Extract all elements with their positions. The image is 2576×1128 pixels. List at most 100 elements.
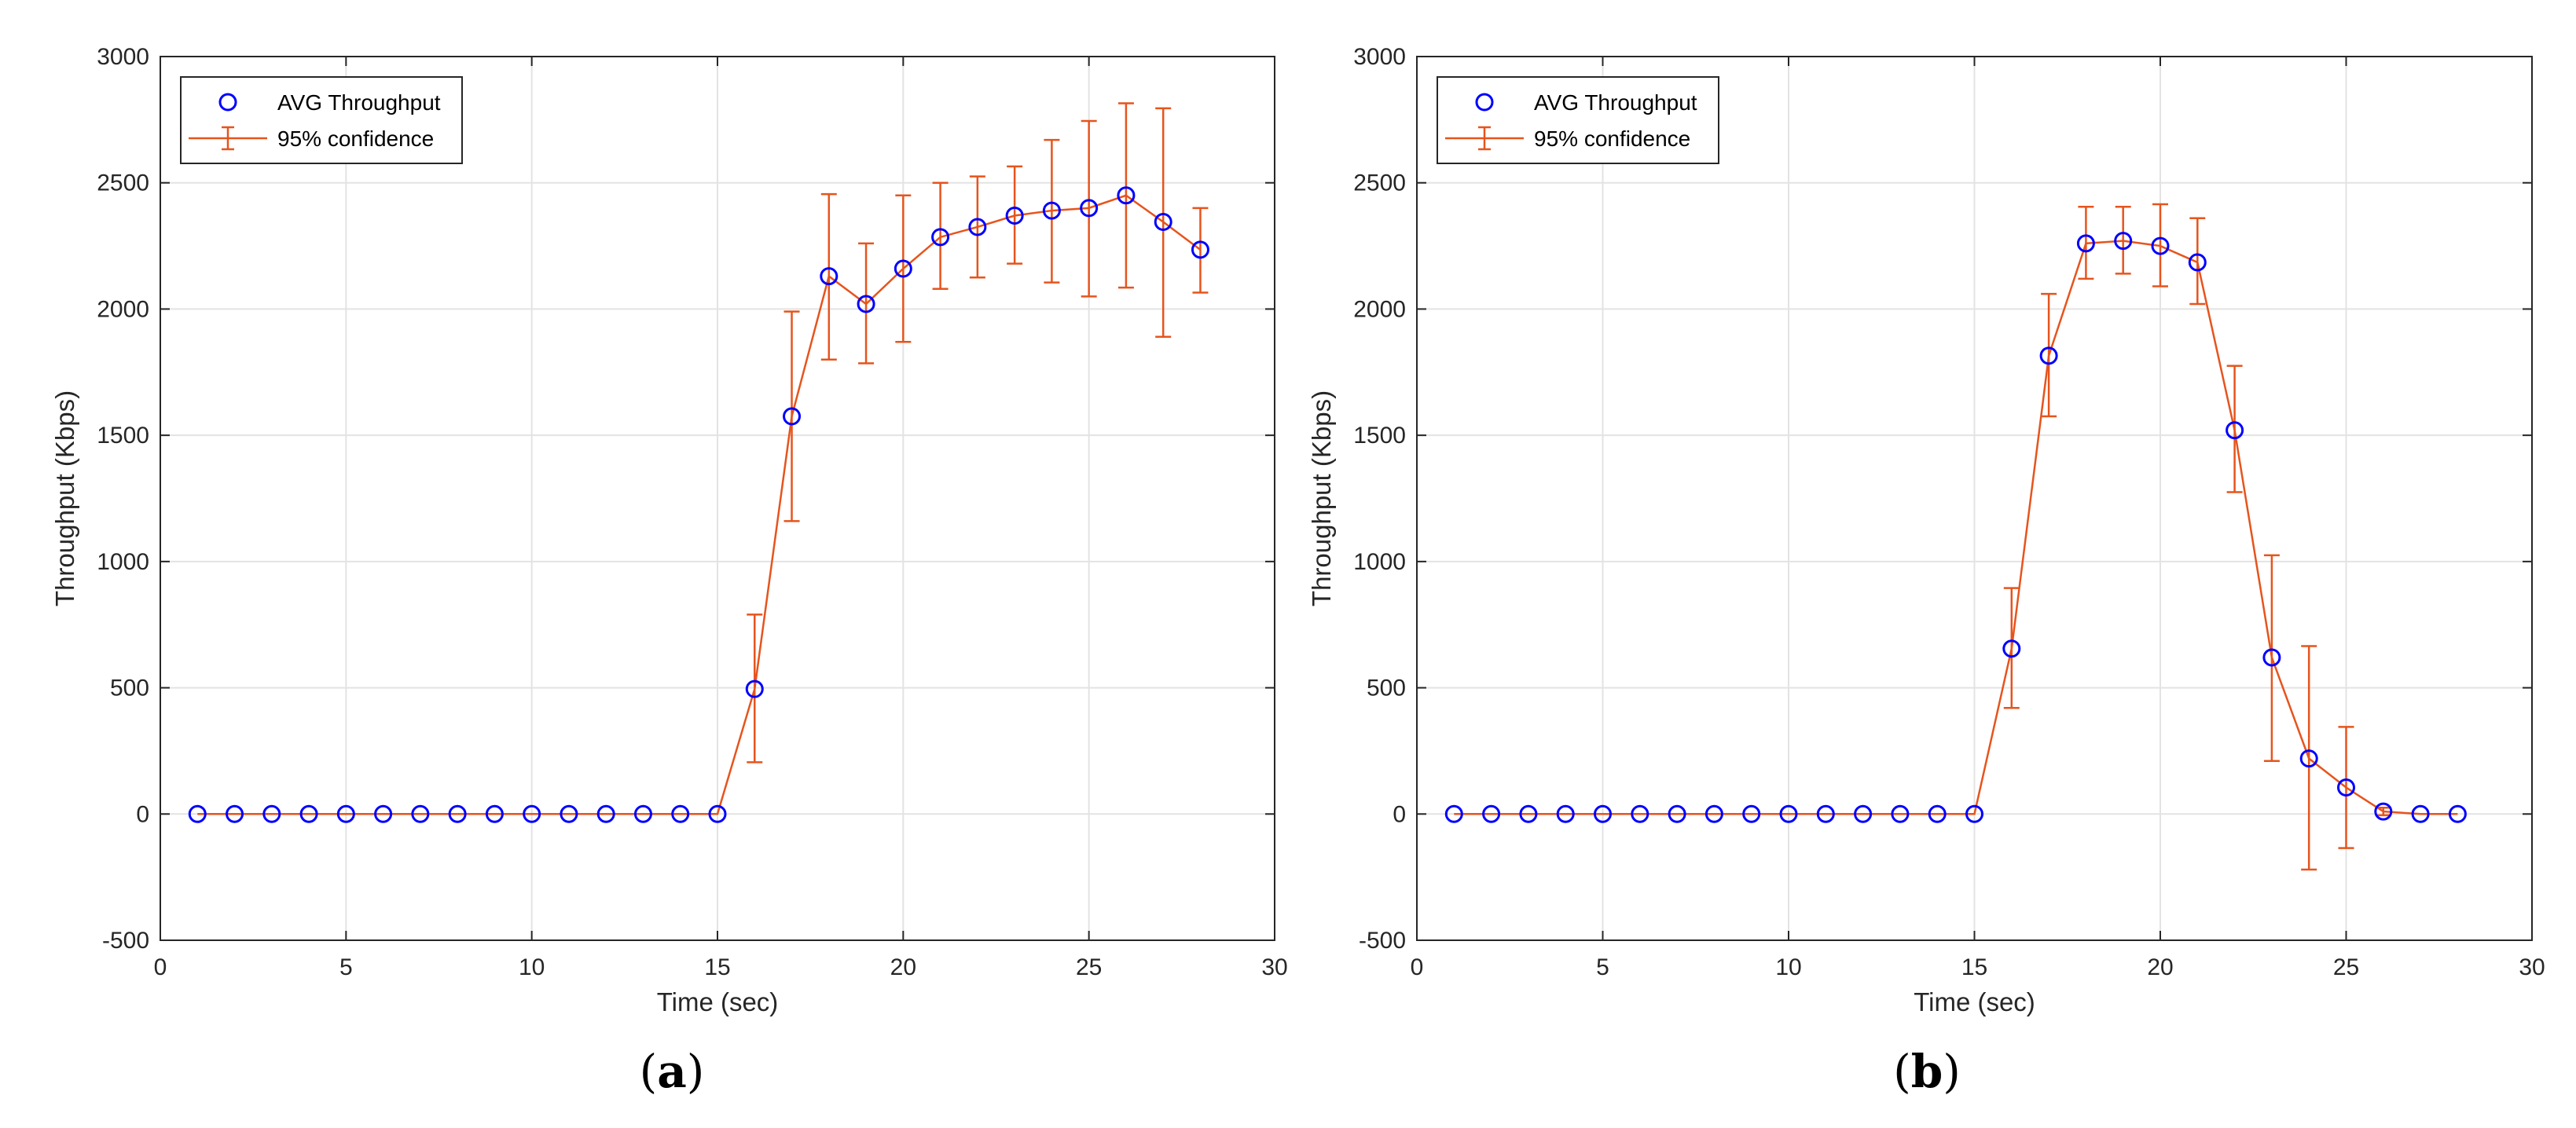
y-tick-label: 2000: [1353, 296, 1406, 322]
legend-marker-icon: [218, 93, 237, 112]
data-point-marker: [2411, 804, 2430, 823]
y-tick-label: 500: [1367, 676, 1406, 701]
x-tick-label: 15: [704, 954, 730, 980]
legend-entry-confidence: 95% confidence: [1534, 126, 1690, 151]
data-point-marker: [336, 804, 355, 823]
error-bar: [820, 192, 837, 361]
error-bar: [1007, 165, 1023, 265]
x-axis-label: Time (sec): [1914, 987, 2035, 1016]
legend: AVG Throughput 95% confidence: [1437, 76, 1719, 164]
data-point-marker: [1482, 804, 1501, 823]
legend-entry-avg-throughput: AVG Throughput: [277, 90, 441, 115]
error-bar: [932, 181, 949, 290]
data-point-marker: [1042, 201, 1061, 220]
data-point-marker: [968, 218, 987, 236]
data-point-marker: [1816, 804, 1835, 823]
data-point-marker: [226, 804, 244, 823]
series-line: [1454, 240, 2458, 815]
error-bar: [858, 242, 875, 364]
legend-marker-icon: [1475, 93, 1494, 112]
error-bar: [747, 613, 763, 764]
data-point-marker: [2114, 232, 2133, 251]
legend-entry-confidence: 95% confidence: [277, 126, 434, 151]
error-bar: [1081, 119, 1097, 298]
data-point-marker: [1191, 240, 1209, 259]
data-point-marker: [1742, 804, 1761, 823]
data-point-marker: [633, 804, 652, 823]
data-point-marker: [2299, 749, 2318, 768]
error-bar: [2189, 217, 2206, 306]
error-bar: [783, 310, 800, 522]
y-tick-label: 1500: [1353, 423, 1406, 449]
error-bar: [2115, 206, 2131, 275]
data-point-marker: [2262, 648, 2281, 667]
error-bar: [2338, 726, 2354, 849]
data-point-marker: [2337, 778, 2355, 797]
data-point-marker: [1891, 804, 1910, 823]
panel-caption: (a): [640, 1045, 705, 1098]
data-point-marker: [1519, 804, 1538, 823]
y-tick-label: 500: [110, 676, 149, 701]
x-tick-label: 15: [1961, 954, 1987, 980]
data-point-marker: [299, 804, 318, 823]
x-axis-label: Time (sec): [657, 987, 779, 1016]
y-tick-label: 1000: [97, 549, 149, 575]
data-point-marker: [596, 804, 615, 823]
series-0: [188, 102, 1209, 823]
y-tick-label: 3000: [97, 44, 149, 70]
error-bar: [2263, 554, 2280, 763]
series-0: [1444, 203, 2467, 871]
data-point-marker: [1594, 804, 1612, 823]
data-point-marker: [2039, 346, 2058, 365]
data-point-marker: [1631, 804, 1649, 823]
error-bar: [2375, 807, 2391, 817]
data-point-marker: [783, 407, 802, 426]
error-bar: [969, 175, 985, 279]
data-point-marker: [2076, 234, 2095, 253]
data-point-marker: [857, 295, 875, 313]
data-point-marker: [1668, 804, 1686, 823]
x-tick-label: 10: [1775, 954, 1801, 980]
error-bar: [2003, 587, 2020, 709]
error-bar: [2041, 292, 2057, 418]
caption-close-paren: ): [1943, 1045, 1961, 1098]
y-tick-label: 2000: [97, 296, 149, 322]
error-bar: [2152, 203, 2168, 287]
data-point-marker: [1444, 804, 1463, 823]
error-bar: [895, 194, 912, 343]
data-point-marker: [1704, 804, 1723, 823]
data-point-marker: [931, 228, 950, 247]
x-tick-label: 10: [519, 954, 545, 980]
caption-letter: b: [1911, 1045, 1943, 1098]
y-tick-label: 3000: [1353, 44, 1406, 70]
data-point-marker: [1080, 199, 1099, 218]
data-point-marker: [1854, 804, 1873, 823]
data-point-marker: [560, 804, 578, 823]
x-tick-label: 20: [2147, 954, 2173, 980]
error-bar: [1117, 102, 1134, 289]
data-point-marker: [671, 804, 690, 823]
x-tick-label: 25: [2333, 954, 2359, 980]
caption-letter: a: [657, 1045, 687, 1098]
data-point-marker: [820, 267, 838, 286]
data-point-marker: [411, 804, 430, 823]
data-point-marker: [2002, 639, 2021, 658]
y-tick-label: 0: [136, 801, 149, 827]
caption-close-paren: ): [687, 1045, 705, 1098]
x-tick-label: 0: [1411, 954, 1424, 980]
x-tick-label: 5: [339, 954, 353, 980]
data-point-marker: [745, 679, 764, 698]
y-axis-label: Throughput (Kbps): [1307, 390, 1336, 606]
error-bar: [2301, 645, 2317, 871]
data-point-marker: [448, 804, 467, 823]
data-point-marker: [1117, 186, 1136, 205]
legend: AVG Throughput 95% confidence: [180, 76, 463, 164]
data-point-marker: [374, 804, 393, 823]
y-tick-label: 0: [1393, 801, 1406, 827]
data-point-marker: [2374, 802, 2393, 821]
data-point-marker: [1154, 213, 1172, 232]
data-point-marker: [1779, 804, 1798, 823]
error-bar: [1192, 207, 1209, 294]
y-tick-label: -500: [1359, 928, 1406, 954]
